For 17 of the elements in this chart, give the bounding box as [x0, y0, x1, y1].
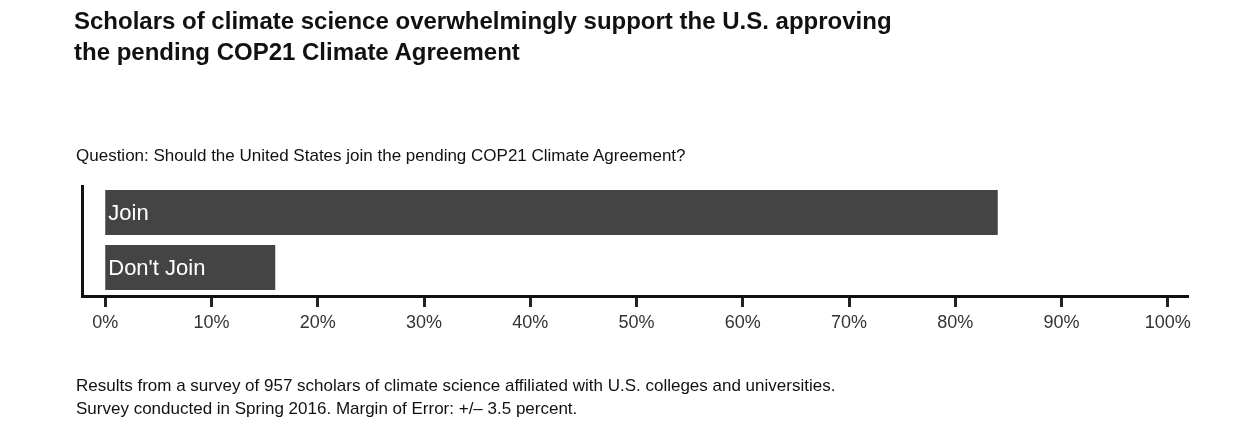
x-tick-label: 100%: [1144, 312, 1191, 333]
chart-title: Scholars of climate science overwhelmingly support the U.S. approving the pending COP21 Climate Agreement: [74, 6, 892, 65]
x-tick-label: 50%: [618, 312, 655, 333]
text: Results from a survey of 957 scholars of climate science affiliated with U.S. colleges and universities.: [76, 376, 836, 395]
x-tick-label: 40%: [512, 312, 549, 333]
x-tick-label: 0%: [92, 312, 119, 333]
y-tick-label: Join: [108, 200, 149, 225]
y-tick-label: Don't Join: [108, 255, 206, 280]
x-tick-label: 10%: [193, 312, 230, 333]
text: Survey conducted in Spring 2016. Margin of Error: +/– 3.5 percent.: [76, 399, 578, 418]
x-tick-label: 80%: [937, 312, 974, 333]
x-tick-label: 30%: [405, 312, 443, 333]
x-tick-label: 90%: [1043, 312, 1080, 333]
x-tick-label: 70%: [830, 312, 868, 333]
x-tick-label: 60%: [724, 312, 761, 333]
x-tick-label: 20%: [299, 312, 336, 333]
chart-subtitle: Question: Should the United States join the pending COP21 Climate Agreement?: [76, 146, 686, 165]
